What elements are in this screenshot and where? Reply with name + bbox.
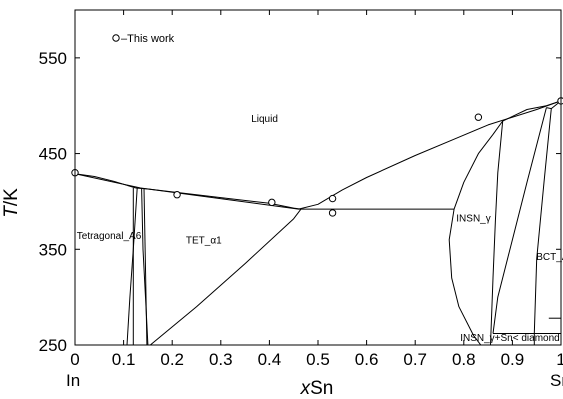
x-tick-label-7: 0.7 — [403, 350, 427, 369]
phase-boundary-7 — [143, 187, 148, 345]
x-end-label-in: In — [66, 371, 80, 390]
phase-boundary-15 — [492, 107, 547, 334]
x-tick-label-2: 0.2 — [160, 350, 184, 369]
legend-marker — [112, 34, 120, 42]
phase-boundary-19 — [546, 100, 561, 110]
x-tick-label-4: 0.4 — [258, 350, 282, 369]
phase-boundary-9 — [298, 100, 561, 210]
region-label-4: BCT_A5 — [536, 252, 563, 263]
axes — [74, 9, 562, 346]
y-axis-label-italic: T — [1, 205, 22, 218]
region-labels: Liquid Tetragonal_A6 TET_α1 INSN_γ BCT_A5 INS… — [77, 114, 563, 344]
phase-boundary-18 — [533, 108, 552, 334]
x-tick-label-0: 0 — [70, 350, 79, 369]
y-axis-label: T/K — [1, 188, 22, 218]
y-tick-label-3: 550 — [39, 49, 67, 68]
legend: –This work — [112, 33, 175, 45]
phase-boundary-lines — [75, 100, 561, 345]
y-tick-label-2: 450 — [39, 145, 67, 164]
legend-text: –This work — [121, 33, 175, 45]
x-axis-label-italic: x — [300, 378, 312, 399]
x-tick-label-10: 1 — [556, 350, 563, 369]
data-point-1 — [173, 191, 181, 199]
phase-boundary-1 — [75, 173, 141, 189]
data-point-6 — [557, 97, 563, 105]
x-tick-label-1: 0.1 — [112, 350, 136, 369]
region-label-5: INSN_γ+Sn< diamond — [460, 333, 560, 344]
data-point-5 — [474, 113, 483, 121]
axis-ticks: 0 0.1 0.2 0.3 0.4 0.5 0.6 0.7 0.8 0.9 1 250 350 450 55… — [39, 10, 563, 369]
x-tick-label-3: 0.3 — [209, 350, 233, 369]
data-points — [71, 97, 563, 217]
y-axis-label-rest: /K — [1, 188, 22, 206]
region-label-0: Liquid — [251, 114, 278, 125]
plot-frame — [74, 9, 562, 346]
phase-boundary-8 — [149, 208, 302, 345]
data-point-3 — [328, 194, 337, 203]
y-tick-label-0: 250 — [39, 336, 67, 355]
x-tick-label-6: 0.6 — [355, 350, 379, 369]
x-axis-label: xSn — [300, 378, 334, 399]
x-tick-label-9: 0.9 — [501, 350, 525, 369]
phase-boundary-13 — [502, 100, 561, 122]
data-point-4 — [328, 209, 337, 217]
phase-boundary-5 — [126, 187, 138, 345]
region-label-2: TET_α1 — [186, 236, 222, 247]
phase-boundary-11 — [453, 120, 504, 210]
region-label-3: INSN_γ — [456, 214, 490, 225]
x-tick-label-5: 0.5 — [306, 350, 330, 369]
phase-boundary-14 — [490, 120, 504, 345]
phase-boundary-12 — [448, 209, 482, 345]
x-end-label-sn: Sn — [550, 371, 563, 390]
data-point-2 — [268, 198, 276, 207]
x-tick-label-8: 0.8 — [452, 350, 476, 369]
region-label-1: Tetragonal_A6 — [77, 231, 142, 242]
y-tick-label-1: 350 — [39, 240, 67, 259]
x-axis-label-rest: Sn — [310, 378, 333, 399]
phase-boundary-3 — [140, 187, 299, 210]
